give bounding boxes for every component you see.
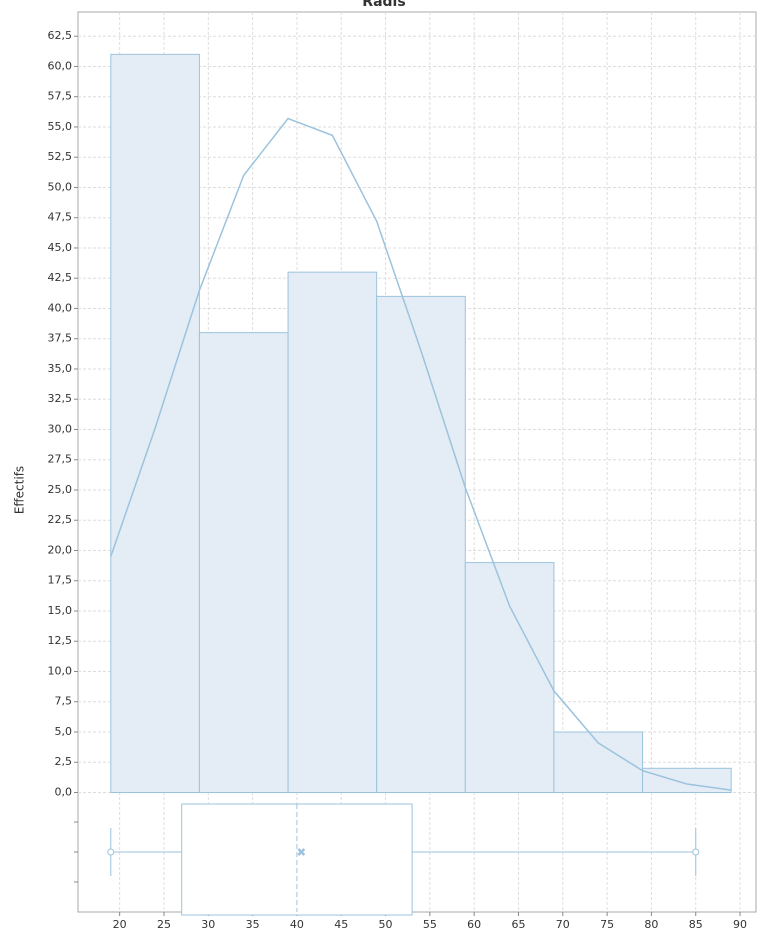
chart-title: Radis — [362, 0, 405, 10]
whisker-end — [692, 848, 700, 856]
x-tick-label: 20 — [113, 918, 127, 931]
y-tick-label: 30,0 — [48, 422, 73, 435]
histogram-bar — [376, 295, 466, 793]
y-tick-label: 12,5 — [48, 634, 73, 647]
y-tick-label: 40,0 — [48, 301, 73, 314]
x-tick-label: 70 — [556, 918, 570, 931]
x-tick-label: 45 — [334, 918, 348, 931]
plot-frame — [77, 11, 757, 913]
x-tick-label: 30 — [201, 918, 215, 931]
y-tick-label: 62,5 — [48, 29, 73, 42]
y-axis-label: Effectifs — [13, 466, 27, 514]
whisker-end — [107, 848, 115, 856]
y-tick-label: 2,5 — [55, 755, 73, 768]
normal-curve — [110, 117, 732, 791]
histogram-bar — [287, 271, 378, 793]
x-tick-label: 35 — [246, 918, 260, 931]
histogram-bar — [110, 53, 200, 793]
y-tick-label: 0,0 — [55, 786, 73, 799]
y-tick-label: 22,5 — [48, 513, 73, 526]
x-tick-label: 25 — [157, 918, 171, 931]
y-tick-label: 32,5 — [48, 392, 73, 405]
x-tick-label: 90 — [733, 918, 747, 931]
y-tick-label: 17,5 — [48, 574, 73, 587]
x-tick-label: 40 — [290, 918, 304, 931]
y-tick-label: 57,5 — [48, 90, 73, 103]
histogram-bar — [198, 332, 289, 793]
x-tick-label: 60 — [467, 918, 481, 931]
y-tick-label: 25,0 — [48, 483, 73, 496]
mean-marker — [297, 848, 306, 856]
y-tick-label: 50,0 — [48, 180, 73, 193]
y-tick-label: 27,5 — [48, 453, 73, 466]
y-tick-label: 55,0 — [48, 120, 73, 133]
y-tick-label: 37,5 — [48, 332, 73, 345]
y-tick-label: 20,0 — [48, 543, 73, 556]
x-tick-label: 80 — [644, 918, 658, 931]
y-tick-label: 47,5 — [48, 211, 73, 224]
y-tick-label: 52,5 — [48, 150, 73, 163]
y-tick-label: 60,0 — [48, 59, 73, 72]
histogram-bar — [464, 562, 555, 793]
x-tick-label: 85 — [689, 918, 703, 931]
y-tick-label: 45,0 — [48, 241, 73, 254]
y-tick-label: 15,0 — [48, 604, 73, 617]
y-tick-label: 10,0 — [48, 664, 73, 677]
y-tick-label: 42,5 — [48, 271, 73, 284]
x-tick-label: 65 — [511, 918, 525, 931]
y-tick-label: 7,5 — [55, 695, 73, 708]
x-tick-label: 75 — [600, 918, 614, 931]
x-tick-label: 55 — [423, 918, 437, 931]
x-tick-label: 50 — [379, 918, 393, 931]
y-tick-label: 35,0 — [48, 362, 73, 375]
y-tick-label: 5,0 — [55, 725, 73, 738]
